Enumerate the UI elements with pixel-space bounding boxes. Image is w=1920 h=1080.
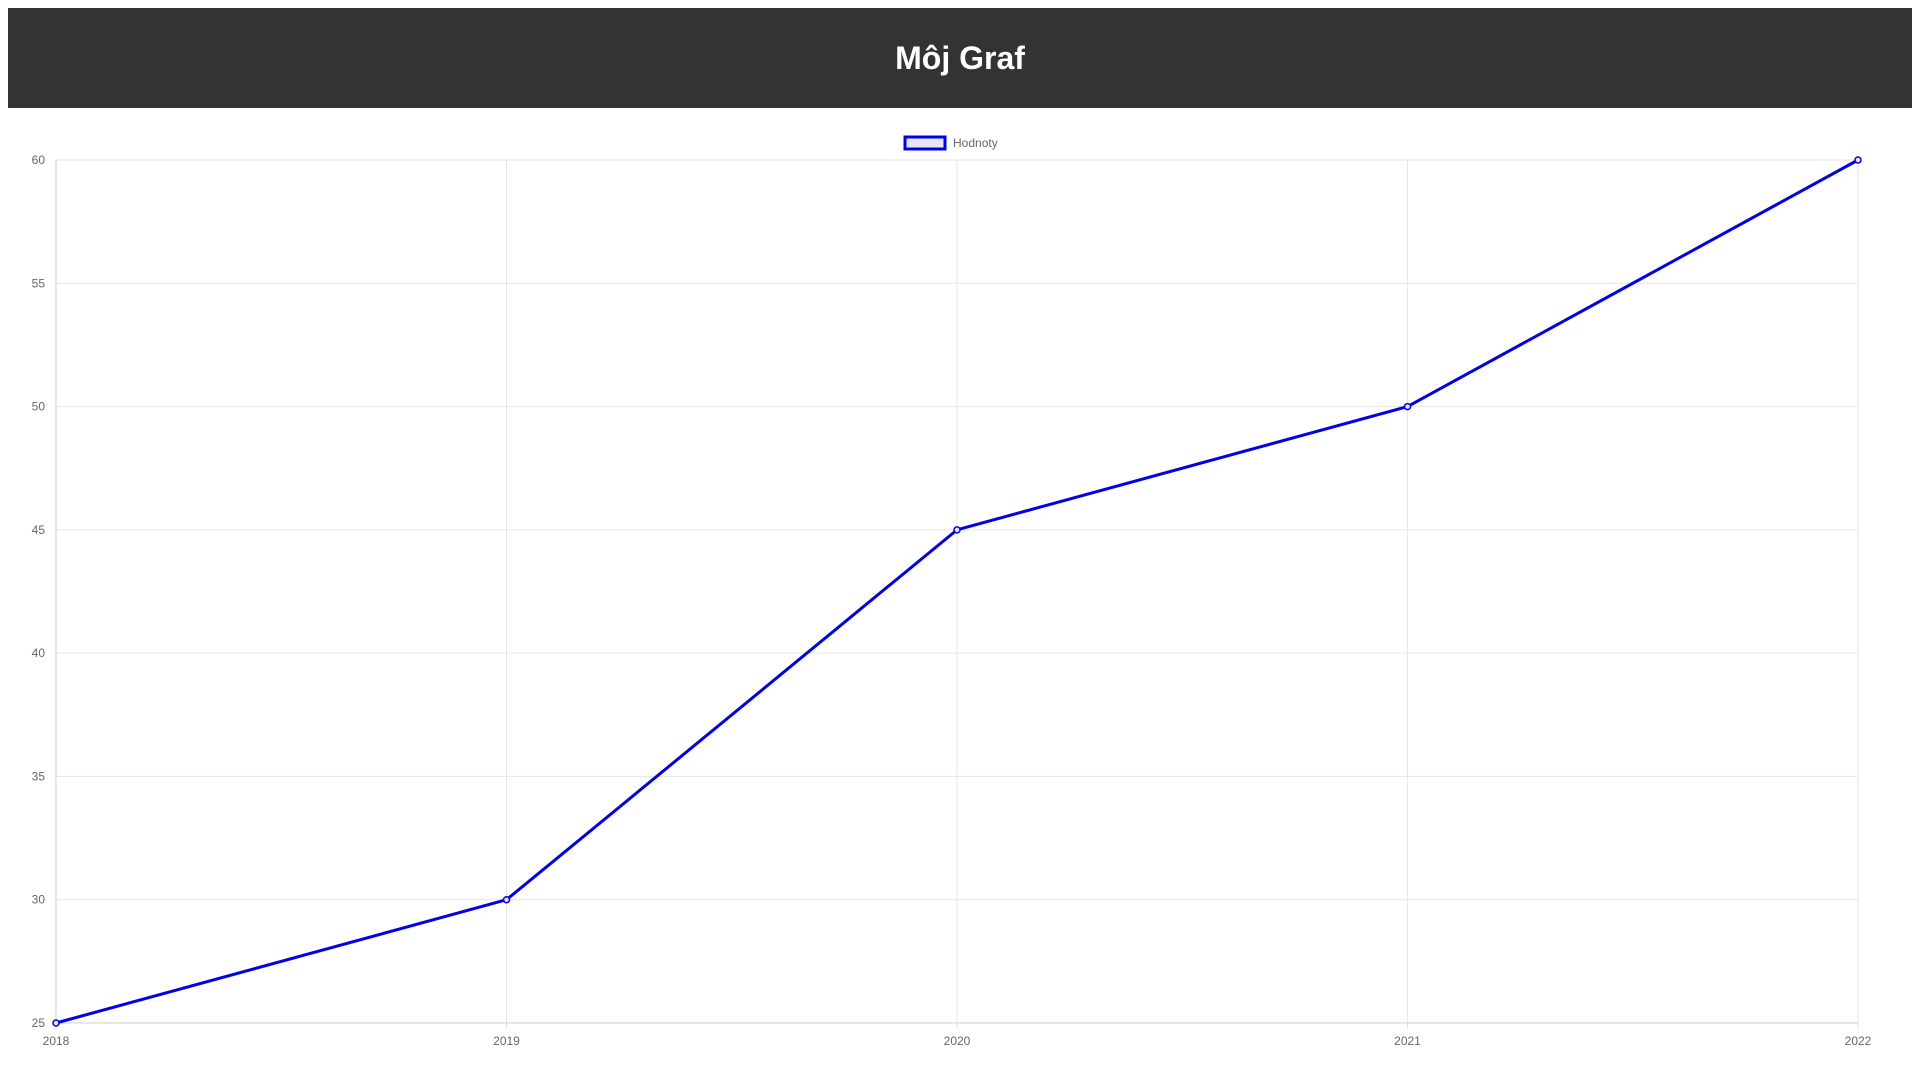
chart-container: 25 30 35 40 45 50 55 60 2018 2019 2020 2021 2022 Hod…	[0, 120, 1920, 1080]
x-tick-label: 2020	[944, 1034, 971, 1048]
line-chart: 25 30 35 40 45 50 55 60 2018 2019 2020 2021 2022 Hod…	[32, 135, 1872, 1048]
page-title: Môj Graf	[895, 39, 1025, 76]
x-tick-label: 2021	[1394, 1034, 1421, 1048]
page-header: Môj Graf	[8, 8, 1912, 108]
x-tick-label: 2019	[493, 1034, 520, 1048]
y-tick-label: 55	[32, 276, 46, 290]
data-point	[1854, 156, 1862, 164]
y-tick-label: 50	[32, 400, 46, 414]
data-point	[953, 526, 961, 534]
y-tick-label: 25	[32, 1016, 46, 1030]
legend-label: Hodnoty	[953, 136, 998, 150]
data-point	[1403, 402, 1412, 411]
y-tick-label: 35	[32, 769, 46, 783]
x-tick-label: 2018	[43, 1034, 70, 1048]
data-point	[502, 895, 511, 904]
chart-legend[interactable]: Hodnoty	[903, 135, 998, 151]
y-tick-label: 45	[32, 523, 46, 537]
y-tick-label: 60	[32, 153, 46, 167]
y-tick-label: 40	[32, 646, 46, 660]
chart-axes: 25 30 35 40 45 50 55 60 2018 2019 2020 2021 2022	[32, 153, 1872, 1048]
chart-series	[52, 156, 1862, 1027]
data-point	[52, 1019, 60, 1027]
chart-grid	[55, 159, 1859, 1029]
legend-swatch	[903, 135, 947, 151]
x-tick-label: 2022	[1845, 1034, 1872, 1048]
y-tick-label: 30	[32, 893, 46, 907]
